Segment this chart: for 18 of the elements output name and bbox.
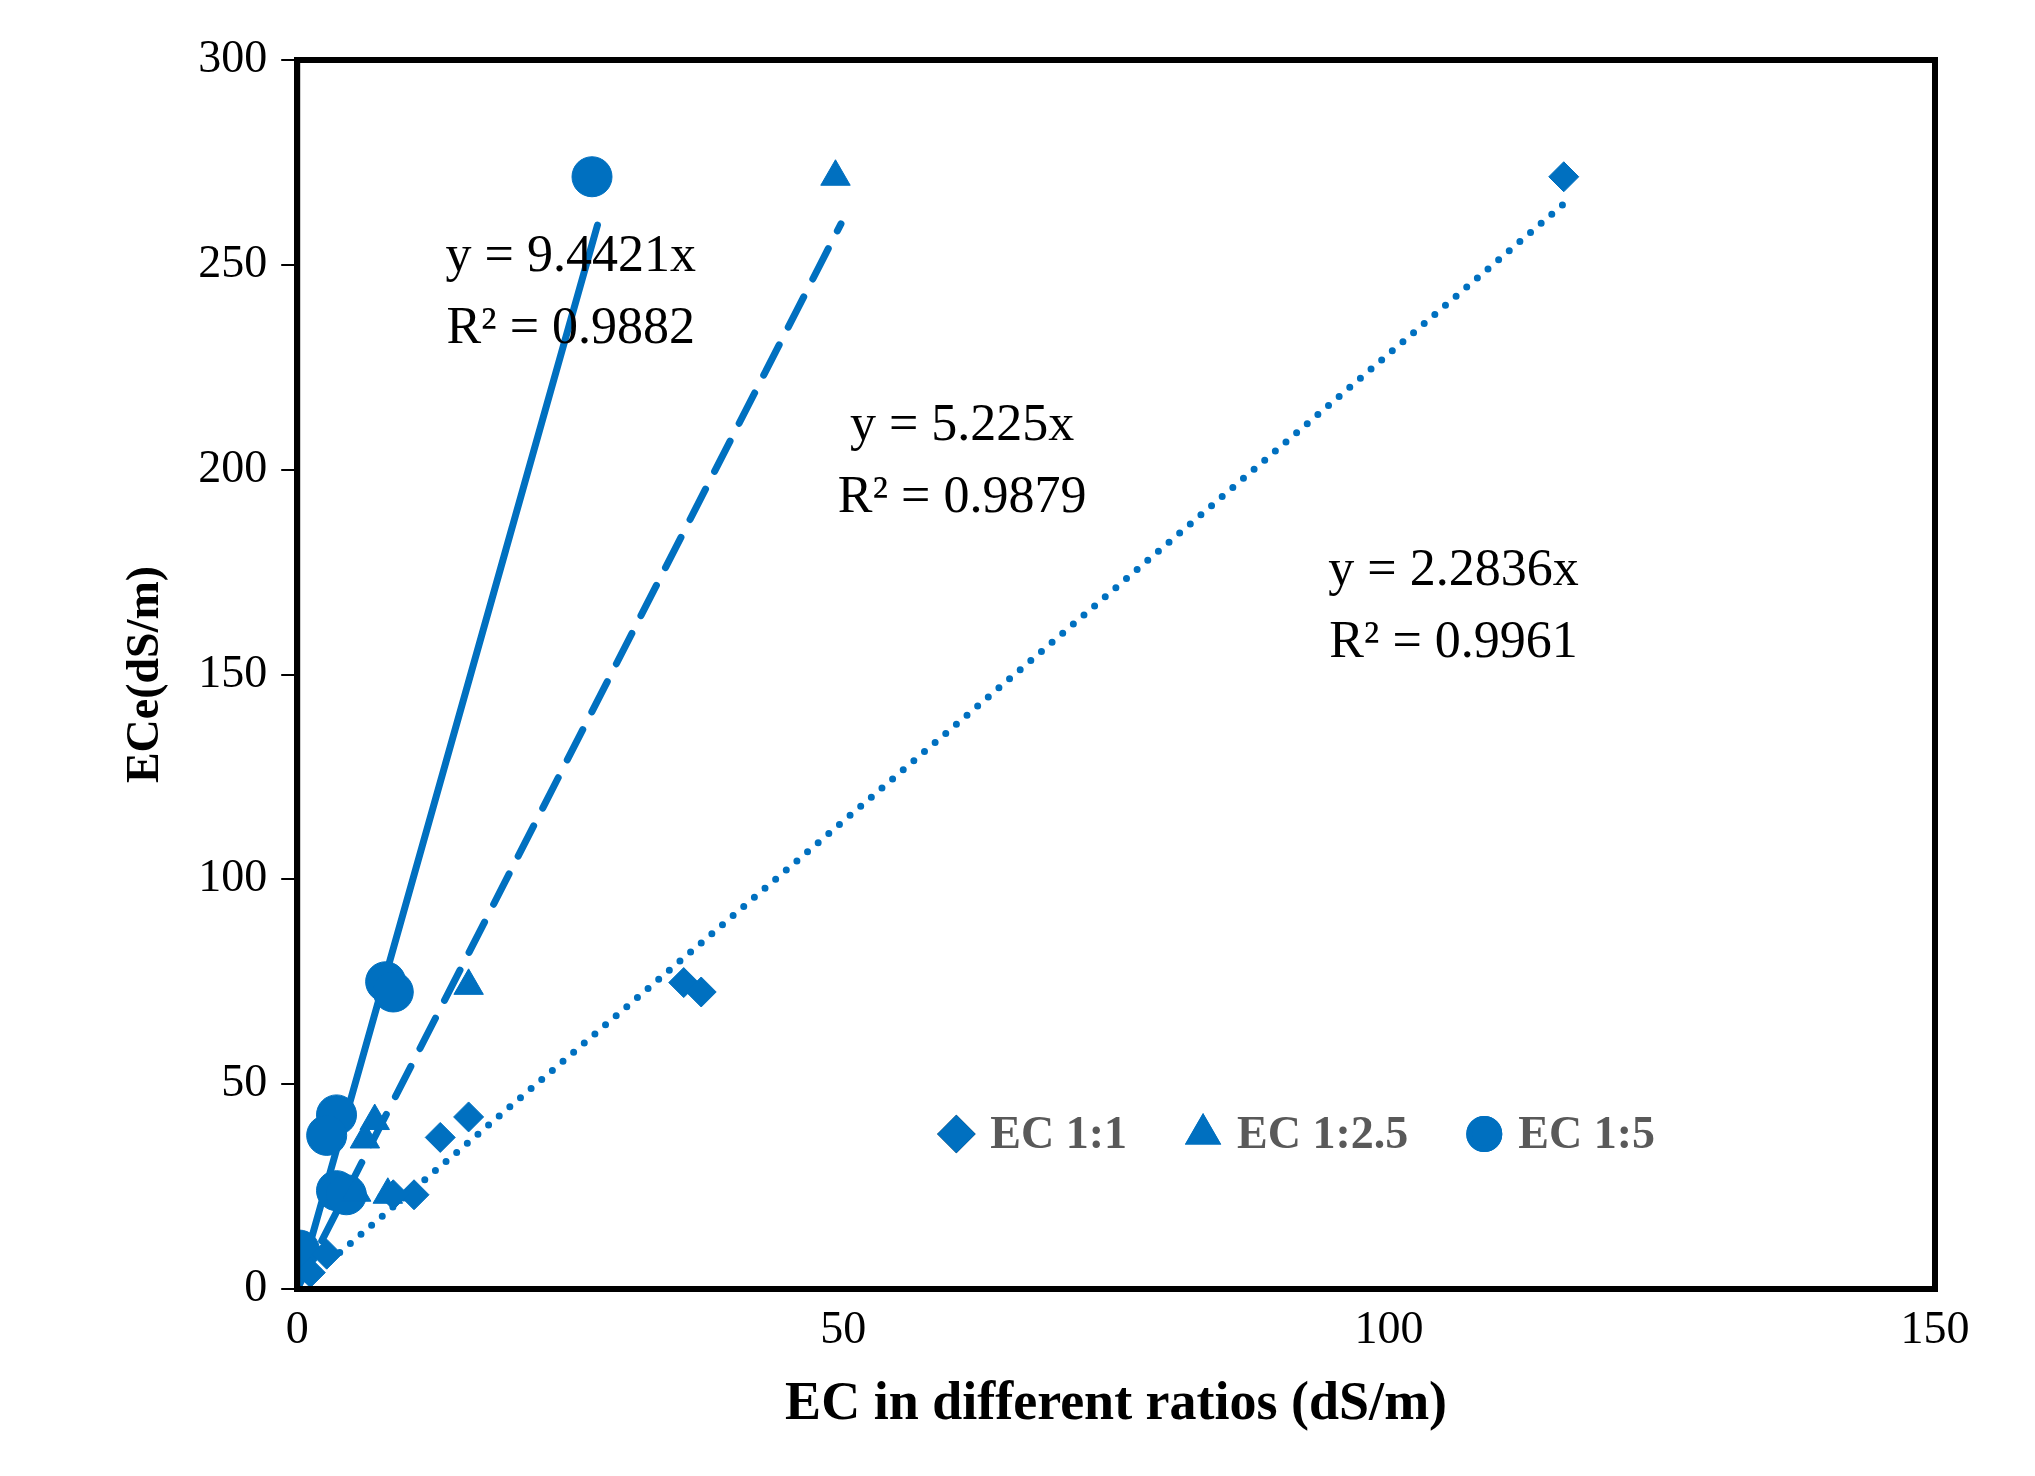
legend-label: EC 1:5	[1518, 1106, 1656, 1158]
y-tick-label: 150	[198, 645, 268, 697]
y-tick-label: 200	[198, 440, 268, 492]
annotation: y = 5.225x R² = 0.9879	[837, 393, 1087, 523]
y-axis-title: ECe(dS/m)	[117, 565, 169, 784]
x-tick-label: 50	[820, 1301, 867, 1353]
y-tick-label: 300	[198, 31, 268, 83]
x-tick-label: 100	[1354, 1301, 1424, 1353]
y-tick-label: 100	[198, 850, 268, 902]
y-tick-label: 50	[221, 1055, 268, 1107]
legend-label: EC 1:2.5	[1237, 1106, 1409, 1158]
x-axis-title: EC in different ratios (dS/m)	[785, 1370, 1448, 1431]
x-tick-label: 150	[1900, 1301, 1970, 1353]
y-tick-label: 250	[198, 235, 268, 287]
legend-label: EC 1:1	[990, 1106, 1128, 1158]
y-tick-label: 0	[244, 1260, 268, 1312]
annotation: y = 2.2836x R² = 0.9961	[1328, 538, 1579, 668]
x-tick-label: 0	[285, 1301, 309, 1353]
